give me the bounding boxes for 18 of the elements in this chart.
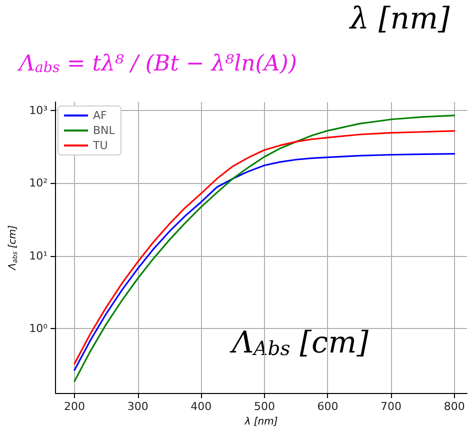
legend-label: BNL <box>93 124 116 137</box>
x-tick-label: 200 <box>64 400 86 414</box>
x-tick-label: 400 <box>190 400 212 414</box>
x-tick-label: 300 <box>127 400 148 414</box>
text: λ [nm] <box>349 2 450 36</box>
legend-label: TU <box>92 139 108 152</box>
x-tick-label: 500 <box>254 400 275 414</box>
annotation: ΛAbs [cm] <box>229 326 369 360</box>
x-axis-title: λ [nm] <box>244 416 278 428</box>
chart-title: Λabs = tλ⁸ / (Bt − λ⁸ln(A)) <box>17 52 297 76</box>
y-tick-label: 10³ <box>29 104 48 117</box>
x-tick-label: 600 <box>317 400 338 414</box>
y-tick-label: 10⁰ <box>29 322 48 336</box>
y-tick-label: 10² <box>29 176 48 190</box>
x-tick-label: 800 <box>444 400 465 414</box>
y-tick-label: 10¹ <box>29 249 48 262</box>
x-tick-label: 700 <box>380 400 402 414</box>
legend-label: AF <box>93 109 107 122</box>
